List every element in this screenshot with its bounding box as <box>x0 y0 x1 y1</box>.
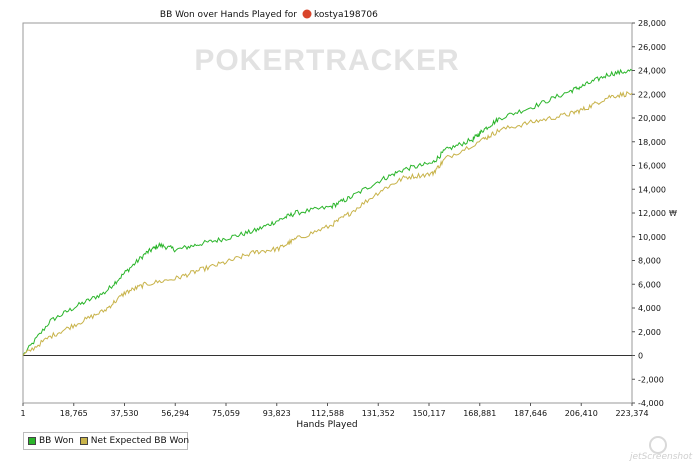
y-tick-label: -4,000 <box>638 399 664 408</box>
y-tick-label: 26,000 <box>638 43 666 52</box>
x-tick-label: 75,059 <box>212 409 240 418</box>
player-icon <box>302 9 312 19</box>
legend-label-bb-won: BB Won <box>39 436 74 446</box>
legend-item-bb-won: BB Won <box>28 436 74 446</box>
x-tick-label: 150,117 <box>412 409 445 418</box>
x-tick-label: 18,765 <box>60 409 88 418</box>
y-tick-label: 4,000 <box>638 304 661 313</box>
x-axis-label: Hands Played <box>296 420 357 430</box>
y-tick-label: 16,000 <box>638 162 666 171</box>
y-tick-label: 0 <box>638 352 643 361</box>
x-tick-label: 93,823 <box>263 409 291 418</box>
y-tick-label: 10,000 <box>638 233 666 242</box>
y-tick-label: 20,000 <box>638 114 666 123</box>
y-tick-label: -2,000 <box>638 375 664 384</box>
legend-swatch-net-expected <box>79 437 88 445</box>
x-tick-label: 206,410 <box>565 409 598 418</box>
legend-swatch-bb-won <box>28 437 36 445</box>
watermark: POKERTRACKER <box>194 44 459 77</box>
y-tick-label: 22,000 <box>638 90 666 99</box>
x-tick-label: 56,294 <box>161 409 189 418</box>
y-tick-label: 18,000 <box>638 138 666 147</box>
x-tick-label: 223,374 <box>615 409 648 418</box>
y-axis-marker: ₩ <box>669 209 677 218</box>
y-tick-label: 24,000 <box>638 67 666 76</box>
x-tick-label: 1 <box>20 409 25 418</box>
x-tick-label: 187,646 <box>514 409 547 418</box>
y-tick-label: 28,000 <box>638 19 666 28</box>
legend: BB Won Net Expected BB Won <box>23 432 190 450</box>
legend-label-net-expected: Net Expected BB Won <box>90 436 190 446</box>
x-tick-label: 37,530 <box>111 409 139 418</box>
screenshot-watermark: jetScreenshot <box>630 452 693 462</box>
y-axis: -4,000 -2,000 0 2,000 4,000 6,000 8,000 10,000 1… <box>632 19 666 408</box>
series-line-net-expected-bb-won <box>22 91 633 356</box>
chart-title: BB Won over Hands Played for kostya19870… <box>160 9 378 20</box>
player-name: kostya198706 <box>314 10 378 20</box>
series-line-bb-won <box>22 68 633 356</box>
x-axis: 1 18,765 37,530 56,294 75,059 93,823 112,588 13… <box>20 403 649 418</box>
x-tick-label: 112,588 <box>311 409 344 418</box>
y-tick-label: 6,000 <box>638 280 661 289</box>
screenshot-logo-icon <box>649 436 667 454</box>
y-tick-label: 2,000 <box>638 328 661 337</box>
y-tick-label: 8,000 <box>638 257 661 266</box>
plot-area <box>22 22 633 404</box>
legend-item-net-expected: Net Expected BB Won <box>79 436 190 446</box>
y-tick-label: 14,000 <box>638 185 666 194</box>
chart-title-text: BB Won over Hands Played for <box>160 10 297 20</box>
x-tick-label: 168,881 <box>463 409 496 418</box>
y-tick-label: 12,000 <box>638 209 666 218</box>
x-tick-label: 131,352 <box>362 409 395 418</box>
